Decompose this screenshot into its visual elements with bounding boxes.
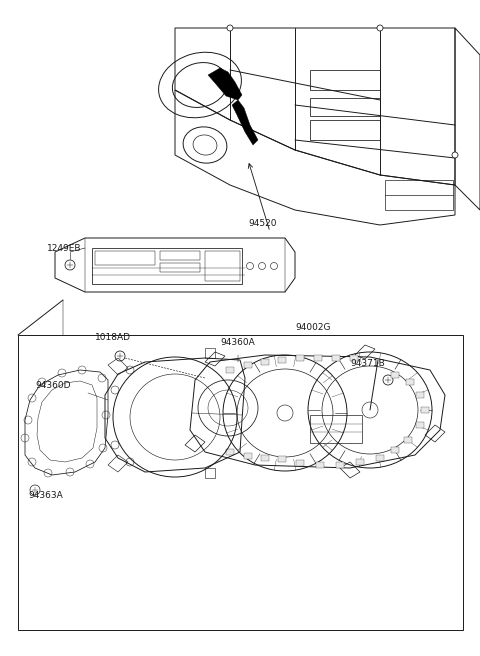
Bar bbox=[310, 415, 362, 443]
Polygon shape bbox=[232, 100, 258, 145]
Bar bbox=[421, 407, 429, 413]
Circle shape bbox=[227, 25, 233, 31]
Circle shape bbox=[383, 375, 393, 385]
Text: 1018AD: 1018AD bbox=[95, 333, 131, 342]
Circle shape bbox=[115, 351, 125, 361]
Bar bbox=[376, 455, 384, 461]
Circle shape bbox=[452, 152, 458, 158]
Text: 94360A: 94360A bbox=[220, 338, 255, 347]
Bar bbox=[310, 98, 380, 116]
Bar bbox=[160, 251, 200, 260]
Bar bbox=[404, 437, 412, 443]
Bar bbox=[356, 459, 364, 465]
Circle shape bbox=[377, 25, 383, 31]
Bar bbox=[278, 456, 286, 462]
Bar bbox=[416, 392, 424, 398]
Bar bbox=[336, 462, 344, 468]
Bar bbox=[416, 422, 424, 428]
Bar bbox=[350, 355, 358, 361]
Text: 94360D: 94360D bbox=[35, 381, 71, 390]
Bar bbox=[278, 357, 286, 363]
Bar bbox=[92, 248, 242, 284]
Text: 94363A: 94363A bbox=[28, 491, 63, 500]
Bar bbox=[316, 462, 324, 468]
Bar bbox=[406, 379, 414, 385]
Bar bbox=[160, 263, 200, 272]
Bar bbox=[244, 453, 252, 459]
Circle shape bbox=[65, 260, 75, 270]
Bar bbox=[95, 251, 155, 265]
Bar bbox=[18, 335, 463, 630]
Bar bbox=[314, 355, 322, 361]
Text: 1249EB: 1249EB bbox=[47, 244, 82, 253]
Circle shape bbox=[30, 485, 40, 495]
Text: 94520: 94520 bbox=[248, 219, 276, 228]
Bar bbox=[261, 455, 269, 461]
Text: 94371B: 94371B bbox=[350, 359, 385, 368]
Polygon shape bbox=[208, 68, 242, 100]
Bar bbox=[310, 120, 380, 140]
Text: 94002G: 94002G bbox=[295, 323, 331, 332]
Bar bbox=[310, 70, 380, 90]
Bar bbox=[332, 355, 340, 361]
Bar bbox=[391, 447, 399, 453]
Bar bbox=[226, 449, 234, 455]
Bar bbox=[205, 251, 240, 281]
Bar bbox=[296, 460, 304, 466]
Bar bbox=[296, 355, 304, 361]
Bar bbox=[226, 367, 234, 373]
Bar bbox=[244, 362, 252, 368]
Bar bbox=[261, 359, 269, 365]
Bar bbox=[391, 372, 399, 378]
Bar bbox=[385, 180, 453, 210]
